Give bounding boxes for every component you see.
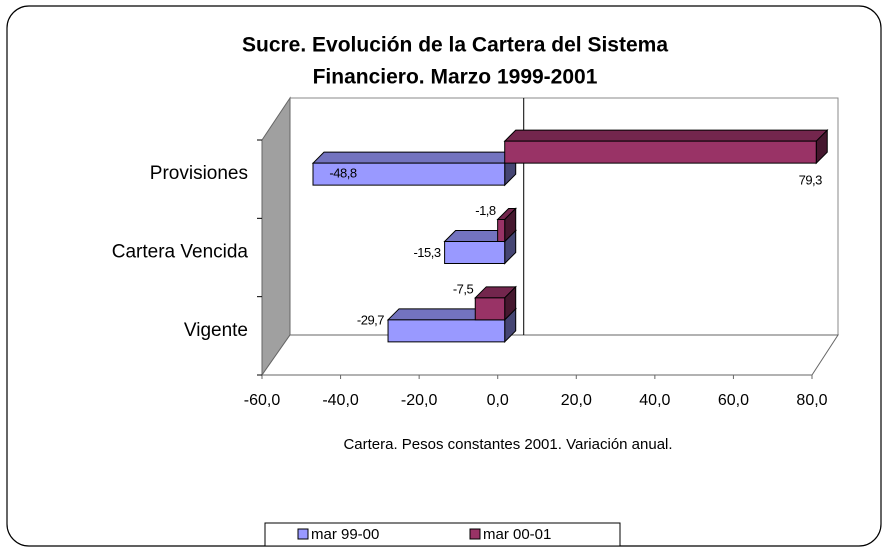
- bar-face: [497, 219, 506, 242]
- chart-title: Financiero. Marzo 1999-2001: [313, 66, 598, 89]
- legend-label: mar 99-00: [311, 526, 379, 543]
- x-tick-label: 0,0: [487, 392, 509, 409]
- y-tick-label: Vigente: [184, 320, 248, 341]
- data-label: -29,7: [357, 312, 384, 327]
- x-tick-label: -60,0: [244, 392, 281, 409]
- legend-swatch: [469, 528, 481, 540]
- bar-face: [387, 319, 506, 343]
- data-label: 79,3: [799, 173, 823, 188]
- x-tick-label: -40,0: [322, 392, 359, 409]
- y-tick-label: Cartera Vencida: [112, 242, 249, 263]
- bar: [496, 207, 517, 243]
- bar-face: [311, 151, 517, 164]
- x-tick-label: -20,0: [401, 392, 438, 409]
- legend: [264, 522, 621, 547]
- data-label: -1,8: [475, 203, 496, 218]
- data-label: -7,5: [453, 281, 474, 296]
- x-tick-label: 60,0: [718, 392, 749, 409]
- bar: [503, 128, 829, 165]
- bar-face: [444, 241, 506, 264]
- y-tick-label: Provisiones: [150, 163, 248, 184]
- bar-face: [504, 140, 817, 164]
- legend-swatch: [297, 528, 309, 540]
- legend-label: mar 00-01: [483, 526, 551, 543]
- x-tick-label: 40,0: [639, 392, 670, 409]
- bar-face: [474, 297, 506, 321]
- x-tick-label: 20,0: [561, 392, 592, 409]
- bar-face: [312, 162, 506, 186]
- bar: [311, 150, 517, 187]
- bar-face: [503, 129, 829, 142]
- floor: [261, 334, 839, 376]
- side-wall: [261, 96, 291, 377]
- bar: [474, 285, 517, 322]
- chart-title: Sucre. Evolución de la Cartera del Siste…: [242, 34, 668, 57]
- data-label: -48,8: [329, 166, 356, 181]
- data-label: -15,3: [413, 245, 440, 260]
- x-axis-title: Cartera. Pesos constantes 2001. Variació…: [343, 436, 672, 453]
- x-tick-label: 80,0: [796, 392, 827, 409]
